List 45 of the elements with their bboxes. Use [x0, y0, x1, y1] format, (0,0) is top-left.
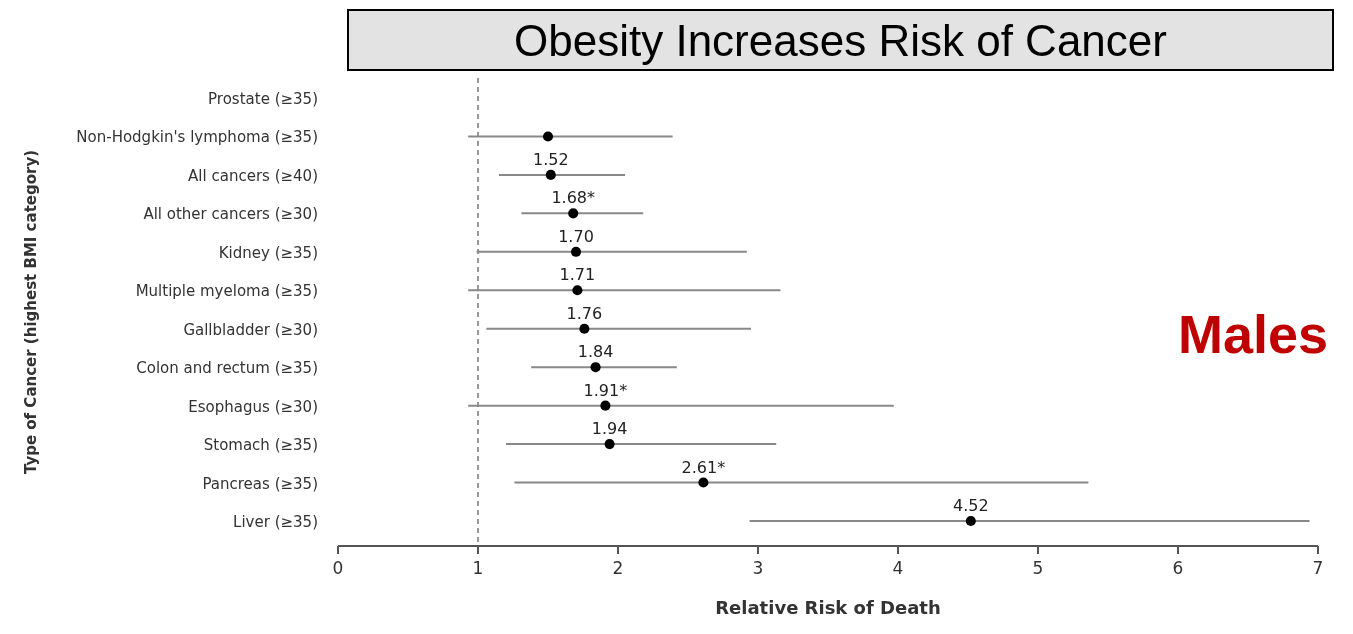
point	[965, 515, 976, 527]
y-tick-label: Gallbladder (≥30)	[183, 320, 318, 339]
y-tick-label: Esophagus (≥30)	[188, 397, 318, 416]
y-axis-title: Type of Cancer (highest BMI category)	[22, 149, 40, 475]
x-tick-label: 6	[1172, 558, 1184, 578]
y-tick-label: Colon and rectum (≥35)	[136, 359, 318, 378]
y-tick-label: Kidney (≥35)	[218, 243, 318, 262]
point	[600, 400, 611, 411]
chart-title: Obesity Increases Risk of Cancer	[514, 16, 1167, 65]
x-tick-label: 0	[332, 558, 344, 578]
data-label: 2.61*	[681, 457, 726, 477]
x-tick-label: 4	[892, 558, 904, 578]
y-tick-label: Liver (≥35)	[233, 513, 318, 531]
point	[604, 439, 615, 450]
data-label: 1.68*	[551, 188, 596, 208]
point	[579, 323, 590, 334]
point	[590, 362, 601, 373]
x-axis-title: Relative Risk of Death	[715, 597, 941, 618]
data-label: 1.84	[577, 342, 614, 362]
y-tick-label: All cancers (≥40)	[188, 166, 318, 185]
point	[698, 477, 709, 488]
x-tick-label: 7	[1312, 558, 1324, 578]
point	[572, 285, 583, 296]
point	[545, 169, 556, 180]
data-label: 1.52	[532, 149, 569, 169]
point	[568, 208, 579, 219]
x-tick-label: 5	[1032, 558, 1044, 578]
point	[570, 246, 582, 257]
annotation: Males	[1177, 304, 1329, 364]
point	[542, 131, 554, 142]
data-label: 4.52	[952, 496, 989, 515]
y-tick-label: Non-Hodgkin's lymphoma (≥35)	[76, 128, 318, 147]
y-tick-label: All other cancers (≥30)	[143, 205, 318, 224]
data-label: 1.91*	[583, 380, 628, 400]
x-tick-label: 3	[752, 558, 764, 578]
x-tick-label: 2	[612, 558, 624, 578]
data-label: 1.71	[559, 265, 596, 285]
data-label: 1.76	[566, 303, 603, 323]
y-tick-label: Stomach (≥35)	[203, 436, 318, 455]
y-tick-label: Multiple myeloma (≥35)	[135, 282, 318, 301]
y-tick-label: Prostate (≥35)	[208, 90, 318, 108]
data-label: 1.94	[591, 419, 628, 439]
x-tick-label: 1	[472, 558, 484, 578]
y-tick-label: Pancreas (≥35)	[202, 474, 318, 493]
data-label: 1.70	[558, 226, 594, 246]
